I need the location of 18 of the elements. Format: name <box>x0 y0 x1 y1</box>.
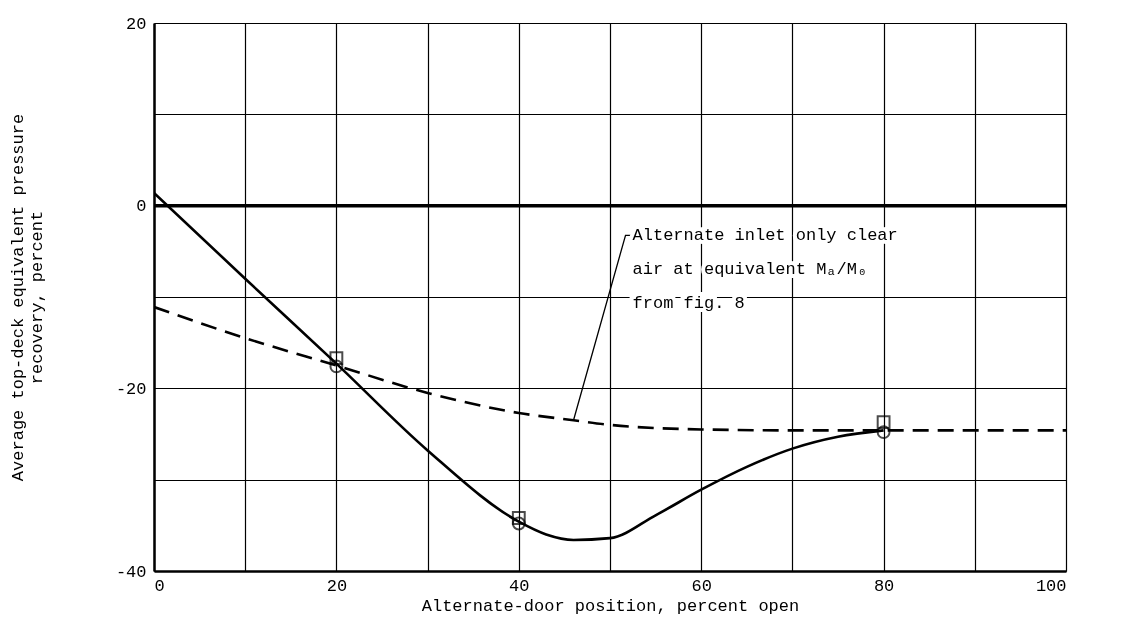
x-tick-label: 80 <box>873 576 895 596</box>
x-tick-label: 100 <box>1035 576 1067 596</box>
point <box>876 415 891 430</box>
x-tick-label: 40 <box>509 576 530 596</box>
point <box>329 351 344 366</box>
x-tick-label: 20 <box>326 576 348 596</box>
y-tick-label: 0 <box>136 197 147 217</box>
y-tick-label: 20 <box>126 14 147 34</box>
y-tick-label: -40 <box>115 562 147 582</box>
point <box>511 511 526 525</box>
x-axis-title: Alternate-door position, percent open <box>421 596 800 616</box>
x-tick-label: 60 <box>691 576 712 596</box>
point <box>511 516 526 531</box>
y-axis-title: Average top-deck equivalent pressure recovery, percent <box>8 113 47 482</box>
x-tick-label: 0 <box>154 576 165 596</box>
point <box>876 425 891 440</box>
y-tick-label: -20 <box>115 379 147 399</box>
point <box>329 359 344 374</box>
